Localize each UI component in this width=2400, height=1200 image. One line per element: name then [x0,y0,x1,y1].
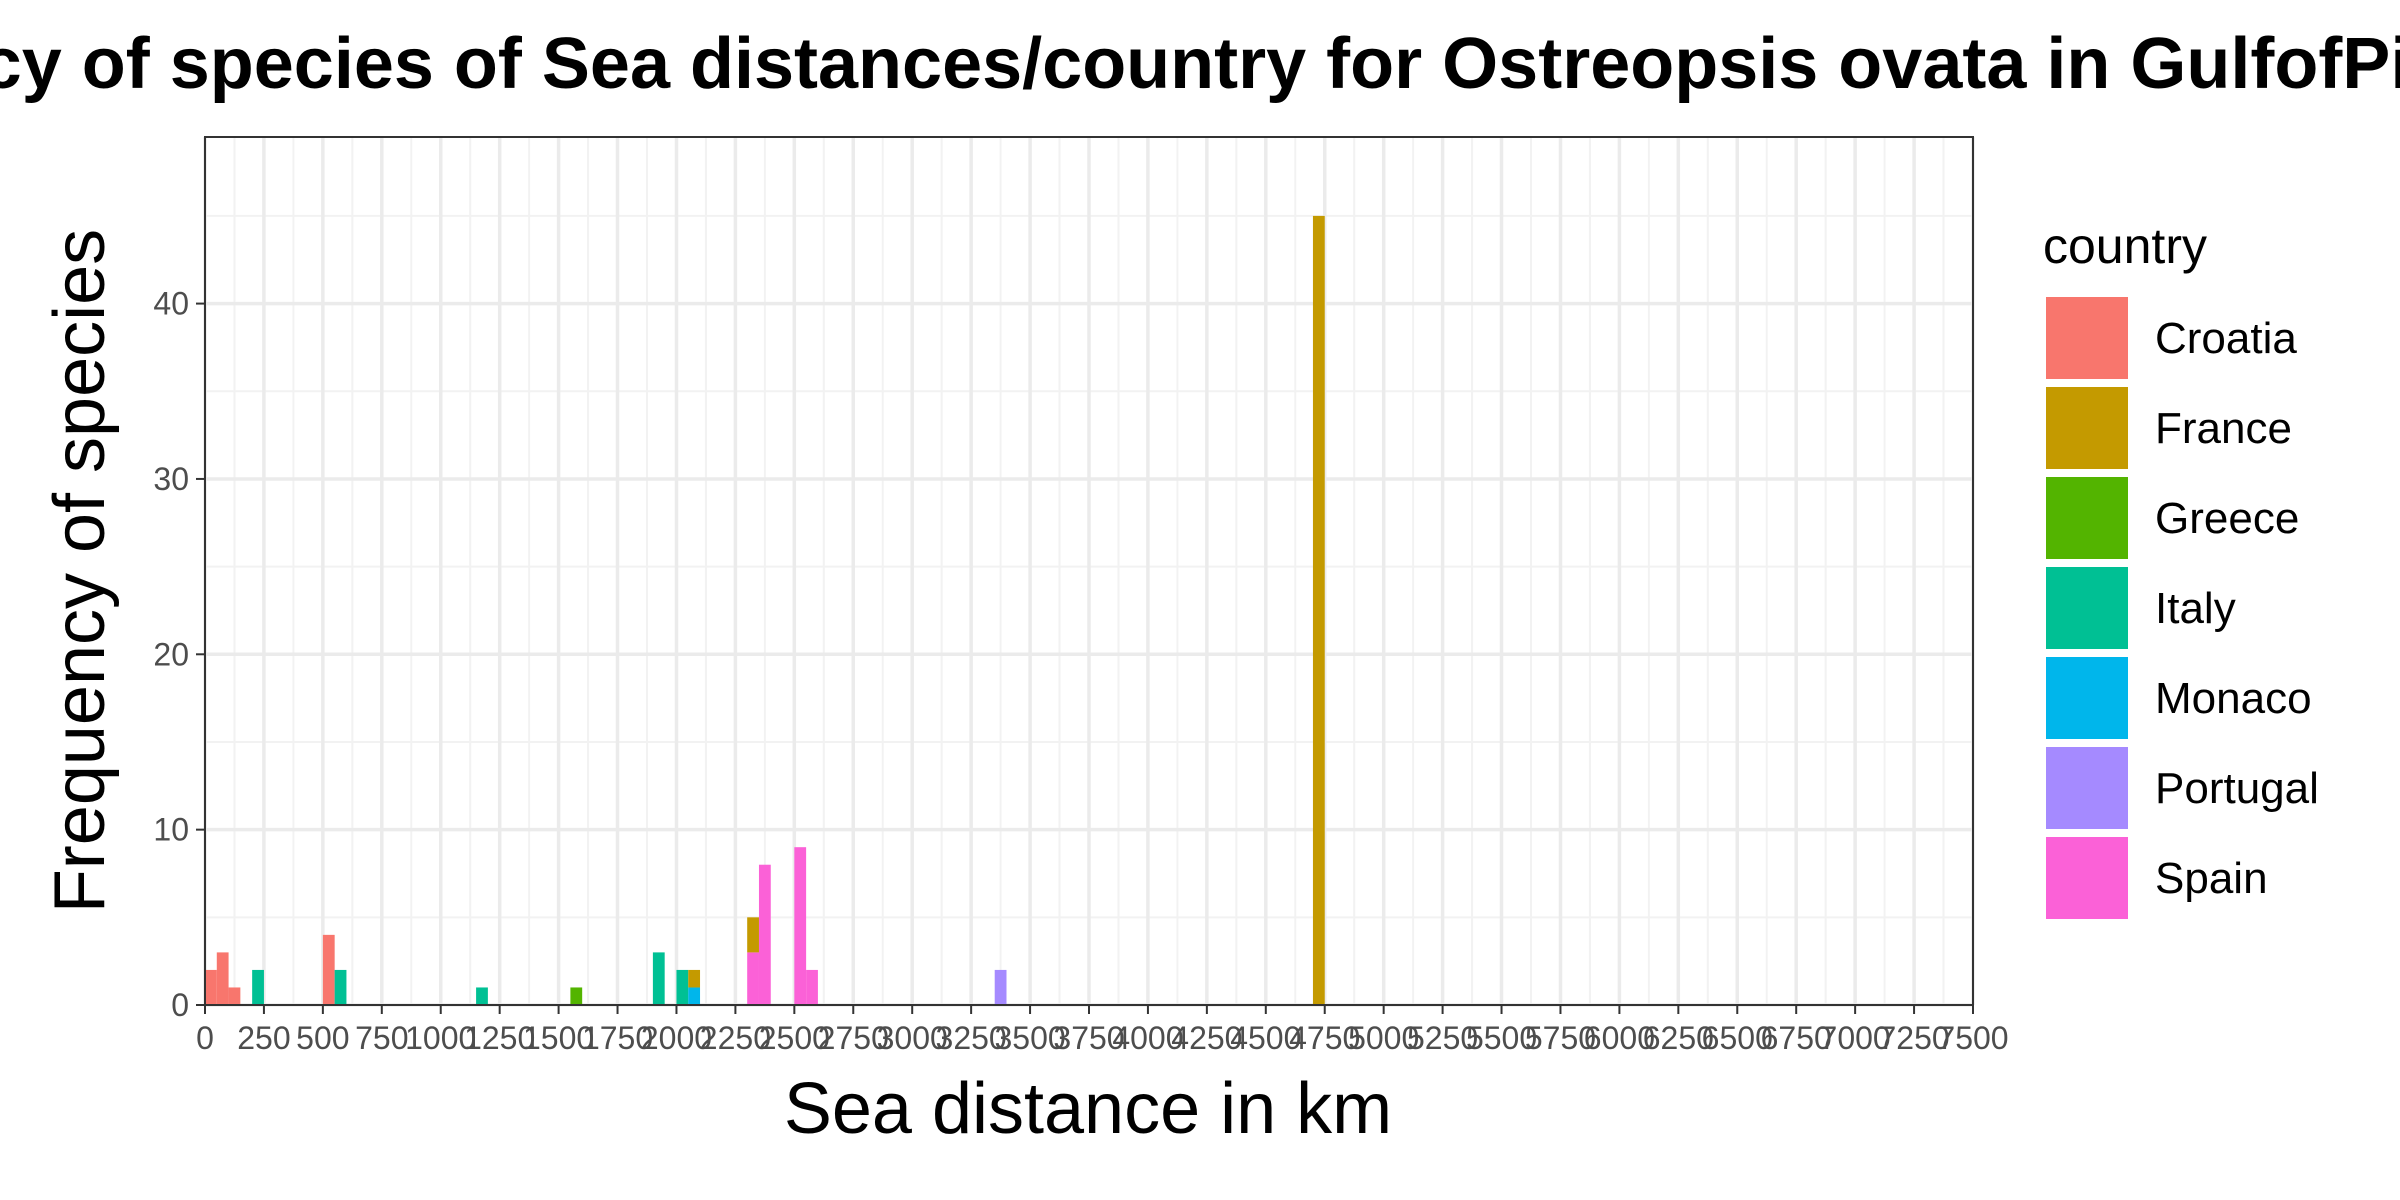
x-tick-label: 3000 [877,1020,948,1056]
x-tick-label: 5250 [1407,1020,1478,1056]
bar-france [688,969,701,988]
x-tick-label: 5000 [1348,1020,1419,1056]
x-tick-label: 1750 [582,1020,653,1056]
x-tick-label: 5500 [1466,1020,1537,1056]
legend-key-italy [2046,567,2128,649]
bar-spain [758,864,771,1005]
legend-key-croatia [2046,297,2128,379]
bar-croatia [228,987,241,1005]
x-tick-label: 5750 [1525,1020,1596,1056]
y-tick-label: 40 [153,286,189,322]
x-tick-label: 4500 [1230,1020,1301,1056]
x-tick-label: 7500 [1937,1020,2008,1056]
x-tick-label: 6000 [1584,1020,1655,1056]
y-axis-label: Frequency of species [40,229,120,913]
bar-italy [652,952,665,1005]
bar-croatia [205,969,217,1005]
y-tick-label: 10 [153,812,189,848]
bar-greece [570,987,583,1005]
x-tick-label: 1250 [464,1020,535,1056]
x-tick-label: 6500 [1702,1020,1773,1056]
x-tick-label: 2000 [641,1020,712,1056]
legend-key-portugal [2046,747,2128,829]
x-tick-label: 4000 [1112,1020,1183,1056]
bar-croatia [322,934,335,1005]
legend-key-greece [2046,477,2128,559]
x-tick-label: 3250 [936,1020,1007,1056]
y-tick-label: 20 [153,636,189,672]
x-tick-label: 4250 [1171,1020,1242,1056]
x-tick-label: 7000 [1820,1020,1891,1056]
x-tick-label: 3500 [994,1020,1065,1056]
x-tick-label: 6750 [1761,1020,1832,1056]
bar-france [747,917,759,953]
bars [205,215,1325,1005]
bar-france [1312,215,1325,1005]
bar-portugal [994,969,1007,1005]
x-tick-label: 2500 [759,1020,830,1056]
legend-key-spain [2046,837,2128,919]
legend-label-portugal: Portugal [2155,764,2319,813]
legend-label-italy: Italy [2155,584,2236,633]
bar-spain [806,969,818,1005]
x-tick-label: 2750 [818,1020,889,1056]
x-tick-label: 1500 [523,1020,594,1056]
legend-label-spain: Spain [2155,854,2268,903]
x-tick-label: 6250 [1643,1020,1714,1056]
legend-key-france [2046,387,2128,469]
x-tick-label: 250 [237,1020,290,1056]
bar-italy [476,987,488,1005]
x-tick-label: 7250 [1878,1020,1949,1056]
x-tick-label: 2250 [700,1020,771,1056]
x-tick-label: 500 [296,1020,349,1056]
legend-key-monaco [2046,657,2128,739]
x-tick-label: 4750 [1289,1020,1360,1056]
x-tick-label: 750 [355,1020,408,1056]
x-tick-label: 1000 [405,1020,476,1056]
legend-label-france: France [2155,404,2292,453]
legend-items: Croatia France Greece Italy Monaco Portugal Sp… [2046,297,2319,919]
x-tick-label: 3750 [1053,1020,1124,1056]
legend-label-greece: Greece [2155,494,2299,543]
legend-label-croatia: Croatia [2155,314,2297,363]
bar-italy [252,969,264,1005]
bar-croatia [216,952,229,1005]
bar-spain [794,847,807,1005]
y-axis: 0 10 20 30 40 [153,286,205,1023]
y-tick-label: 0 [171,987,189,1023]
legend-label-monaco: Monaco [2155,674,2312,723]
legend-title: country [2043,218,2207,274]
bar-italy [334,969,347,1005]
x-axis-label: Sea distance in km [784,1069,1392,1149]
bar-spain [747,952,759,1005]
y-tick-label: 30 [153,461,189,497]
bar-italy [676,969,689,1005]
x-axis: 0 250 500 750100012501500175020002250250027… [196,1005,2009,1056]
bar-monaco [688,987,701,1005]
x-tick-label: 0 [196,1020,214,1056]
chart-title: Frequency of species of Sea distances/co… [0,24,2400,104]
legend: country Croatia France Greece Italy Monaco Po… [2043,218,2319,919]
